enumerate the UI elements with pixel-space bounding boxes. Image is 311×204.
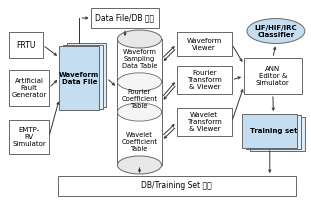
Text: LIF/HIF/IRC
Classifier: LIF/HIF/IRC Classifier	[255, 24, 297, 38]
Text: Wavelet
Transform
& Viewer: Wavelet Transform & Viewer	[187, 112, 222, 132]
Text: Waveform
Sampling
Data Table: Waveform Sampling Data Table	[122, 49, 157, 69]
Text: FRTU: FRTU	[16, 41, 36, 50]
Ellipse shape	[118, 156, 162, 174]
Bar	[9, 120, 49, 154]
Bar	[58, 176, 296, 196]
Ellipse shape	[247, 19, 305, 43]
Bar	[117, 39, 162, 165]
Ellipse shape	[118, 103, 162, 121]
Text: Data File/DB 변환: Data File/DB 변환	[95, 13, 155, 22]
Text: Training set: Training set	[250, 128, 297, 134]
Bar	[177, 66, 232, 94]
Bar	[177, 108, 232, 136]
Bar	[9, 70, 49, 106]
Bar	[63, 45, 103, 109]
Bar	[244, 58, 302, 94]
Text: ANN
Editor &
Simulator: ANN Editor & Simulator	[256, 66, 290, 86]
Bar	[177, 32, 232, 56]
Bar	[9, 32, 43, 58]
Bar	[59, 46, 99, 110]
Bar	[91, 8, 159, 28]
Bar	[67, 43, 106, 107]
Text: Wavelet
Coefficient
Table: Wavelet Coefficient Table	[122, 132, 157, 152]
Ellipse shape	[118, 73, 162, 91]
Text: Artificial
Fault
Generator: Artificial Fault Generator	[11, 78, 47, 98]
Text: Fourier
Transform
& Viewer: Fourier Transform & Viewer	[187, 70, 222, 90]
Text: Waveform
Data File: Waveform Data File	[59, 72, 100, 84]
Text: DB/Training Set 변환: DB/Training Set 변환	[142, 182, 212, 191]
Bar	[246, 115, 301, 149]
Text: Fourier
Coefficient
Table: Fourier Coefficient Table	[122, 89, 157, 109]
Bar	[250, 117, 304, 151]
Text: EMTP-
RV
Simulator: EMTP- RV Simulator	[12, 127, 46, 147]
Ellipse shape	[118, 30, 162, 48]
Bar	[242, 114, 297, 148]
Text: Waveform
Viewer: Waveform Viewer	[187, 38, 222, 51]
